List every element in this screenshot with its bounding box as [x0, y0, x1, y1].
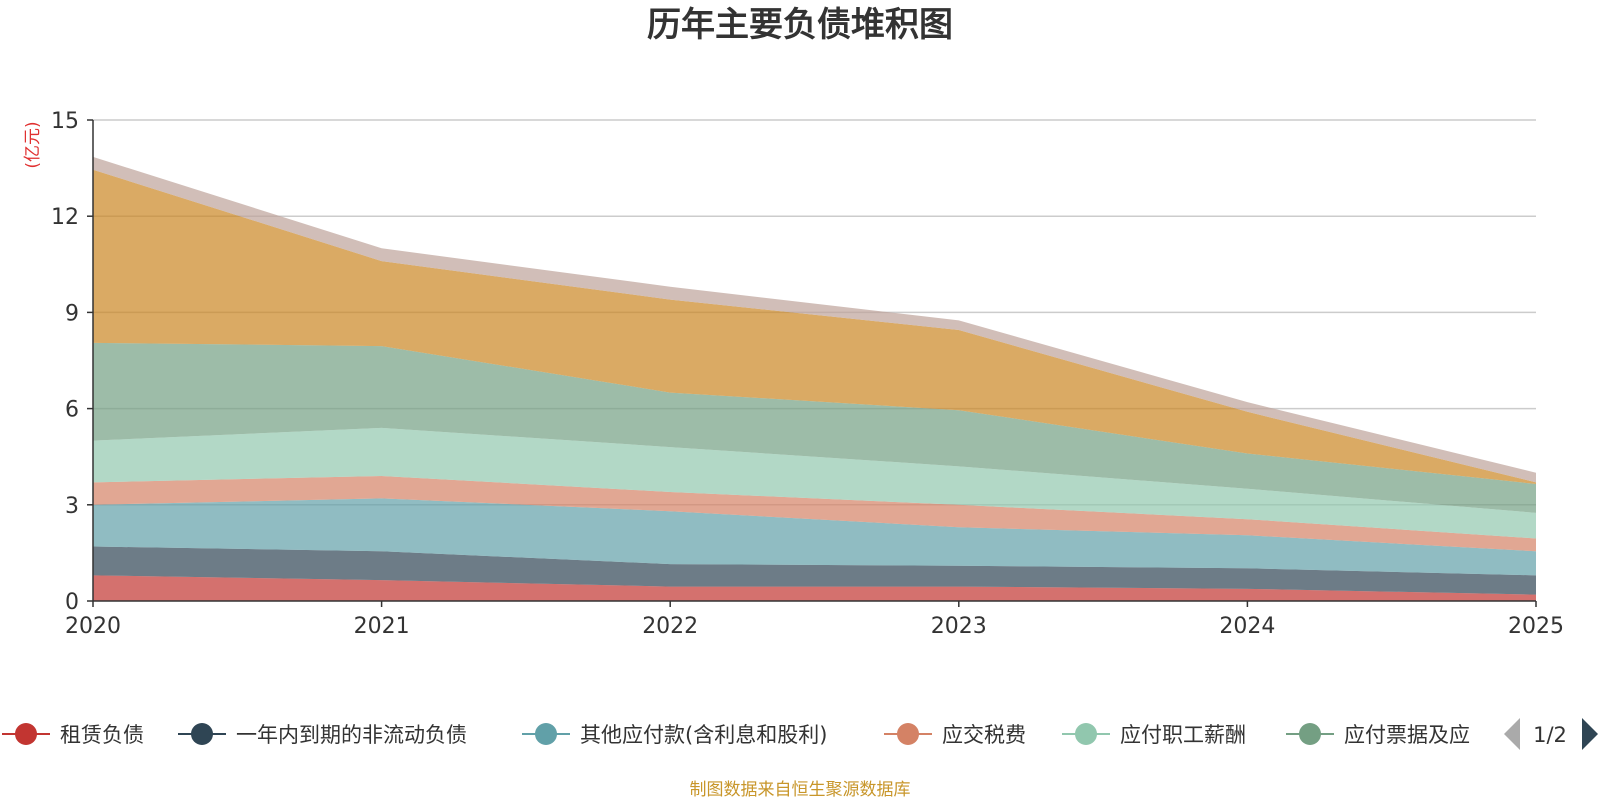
y-tick-label: 0 [65, 590, 79, 615]
y-tick-label: 6 [65, 398, 79, 423]
legend-prev-page-icon[interactable] [1504, 718, 1520, 750]
area-series-3[interactable] [93, 498, 1536, 576]
legend-item-4[interactable]: 应交税费 [884, 723, 1026, 747]
legend-label: 应交税费 [942, 723, 1026, 747]
x-tick-label: 2025 [1508, 614, 1564, 639]
data-source-note: 制图数据来自恒生聚源数据库 [690, 780, 911, 800]
legend-item-6[interactable]: 应付票据及应 [1286, 723, 1470, 747]
legend-item-1[interactable]: 租赁负债 [2, 723, 144, 747]
area-series-6[interactable] [93, 342, 1536, 513]
legend-next-page-icon[interactable] [1582, 718, 1598, 750]
legend-marker-icon [897, 723, 919, 745]
area-series-5[interactable] [93, 427, 1536, 539]
legend-marker-icon [15, 723, 37, 745]
y-axis-unit: (亿元) [23, 121, 43, 168]
legend-label: 一年内到期的非流动负债 [236, 723, 467, 747]
area-series-1[interactable] [93, 575, 1536, 601]
area-series-2[interactable] [93, 546, 1536, 595]
legend-item-5[interactable]: 应付职工薪酬 [1062, 723, 1246, 747]
y-tick-label: 3 [65, 494, 79, 519]
legend-marker-icon [1075, 723, 1097, 745]
x-tick-label: 2024 [1219, 614, 1275, 639]
x-tick-labels: 2020 2021 2022 2023 2024 2025 [65, 601, 1564, 639]
y-tick-label: 15 [51, 109, 79, 134]
legend: 租赁负债 一年内到期的非流动负债 其他应付款(含利息和股利) 应交税费 应付职工薪酬 应付… [2, 723, 1470, 747]
x-tick-label: 2021 [354, 614, 410, 639]
x-tick-label: 2020 [65, 614, 121, 639]
legend-item-2[interactable]: 一年内到期的非流动负债 [178, 723, 467, 747]
legend-label: 租赁负债 [60, 723, 144, 747]
y-tick-label: 12 [51, 205, 79, 230]
legend-page-indicator: 1/2 [1533, 723, 1567, 747]
chart-title: 历年主要负债堆积图 [647, 5, 953, 45]
legend-marker-icon [535, 723, 557, 745]
area-series-4[interactable] [93, 475, 1536, 552]
y-tick-labels: 0 3 6 9 12 15 [51, 109, 93, 615]
area-series [93, 156, 1536, 601]
legend-marker-icon [191, 723, 213, 745]
area-series-7[interactable] [93, 169, 1536, 484]
legend-marker-icon [1299, 723, 1321, 745]
legend-item-3[interactable]: 其他应付款(含利息和股利) [522, 723, 827, 747]
legend-label: 应付职工薪酬 [1120, 723, 1246, 747]
axes [92, 120, 1536, 602]
x-tick-label: 2022 [642, 614, 698, 639]
x-tick-label: 2023 [931, 614, 987, 639]
legend-label: 应付票据及应 [1344, 723, 1470, 747]
legend-pager: 1/2 [1504, 718, 1598, 750]
legend-label: 其他应付款(含利息和股利) [580, 723, 827, 747]
y-tick-label: 9 [65, 301, 79, 326]
